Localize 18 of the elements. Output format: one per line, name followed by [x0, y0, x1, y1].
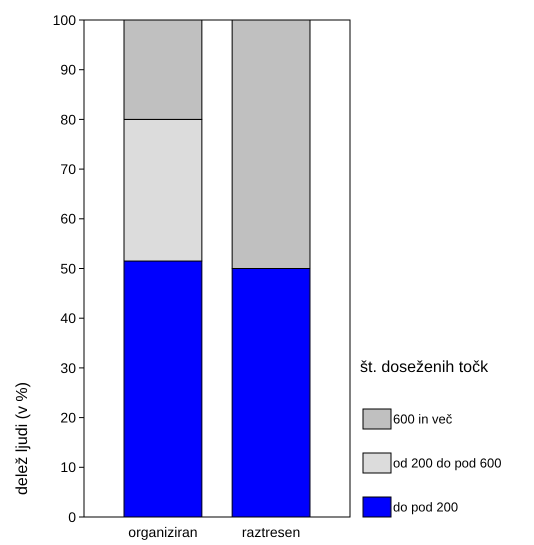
- legend-label: do pod 200: [393, 500, 458, 515]
- y-tick-label: 90: [60, 62, 76, 78]
- y-tick-label: 30: [60, 360, 76, 376]
- y-tick-label: 10: [60, 459, 76, 476]
- y-axis-title: delež ljudi (v %): [14, 382, 31, 495]
- y-tick-label: 70: [60, 161, 76, 177]
- legend-label: od 200 do pod 600: [393, 456, 502, 471]
- y-tick-label: 60: [60, 210, 76, 227]
- y-tick-label: 50: [60, 260, 76, 276]
- y-tick-label: 40: [60, 310, 76, 326]
- y-tick-label: 20: [60, 410, 76, 426]
- y-tick-label: 100: [52, 12, 76, 28]
- y-tick-label: 0: [68, 508, 76, 525]
- x-tick-label: raztresen: [242, 524, 300, 540]
- legend-title: št. doseženih točk: [360, 359, 490, 376]
- y-tick-label: 80: [60, 111, 76, 128]
- legend-label: 600 in več: [393, 412, 453, 427]
- x-tick-label: organiziran: [128, 524, 198, 540]
